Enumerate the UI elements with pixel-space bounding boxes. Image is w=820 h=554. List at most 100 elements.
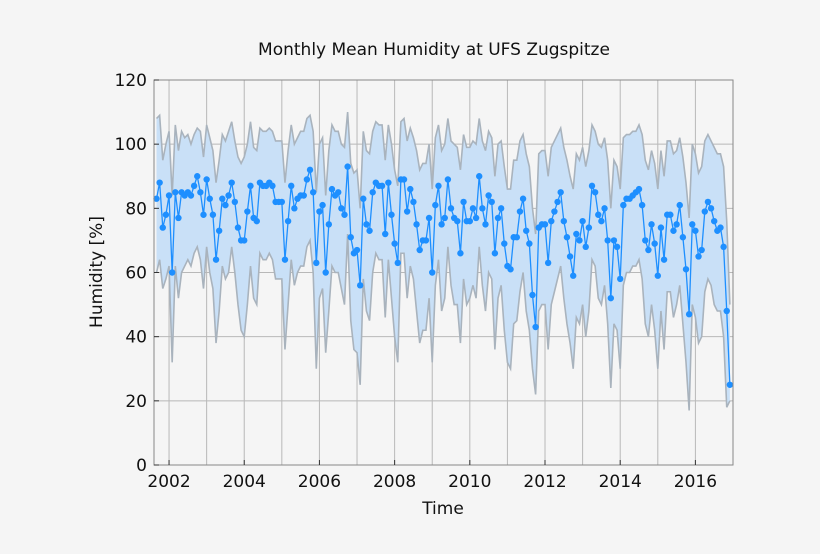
- y-tick-label: 20: [125, 392, 147, 412]
- mean-point: [532, 323, 539, 331]
- mean-point: [429, 269, 436, 276]
- mean-series: [153, 163, 734, 388]
- mean-point: [391, 240, 398, 247]
- range-band: [155, 112, 731, 411]
- mean-point: [482, 221, 489, 228]
- mean-point: [566, 253, 574, 260]
- mean-point: [645, 246, 652, 254]
- mean-point: [234, 224, 242, 231]
- x-tick-label: 2004: [223, 472, 266, 492]
- mean-point: [313, 259, 320, 267]
- mean-point: [711, 217, 718, 225]
- mean-point: [519, 195, 527, 202]
- mean-point: [613, 243, 621, 251]
- mean-point: [523, 227, 530, 234]
- lower-bound-line: [155, 233, 731, 411]
- mean-point: [544, 259, 552, 267]
- mean-point: [165, 192, 173, 199]
- mean-point: [588, 182, 596, 190]
- mean-point: [209, 211, 217, 218]
- mean-point: [291, 205, 298, 212]
- mean-point: [366, 227, 373, 234]
- mean-point: [338, 205, 345, 212]
- mean-point: [507, 266, 514, 273]
- mean-point: [585, 224, 593, 231]
- mean-point: [435, 182, 442, 190]
- mean-point: [335, 189, 342, 196]
- mean-point: [353, 246, 361, 254]
- mean-point: [363, 221, 370, 228]
- mean-point: [617, 275, 624, 283]
- mean-point: [582, 243, 589, 251]
- mean-point: [610, 237, 618, 244]
- mean-point: [591, 189, 599, 196]
- mean-point: [369, 189, 376, 196]
- mean-point: [300, 192, 307, 199]
- mean-point: [303, 176, 311, 183]
- x-tick-label: 2016: [674, 472, 717, 492]
- mean-point: [682, 266, 690, 273]
- mean-point: [673, 221, 680, 228]
- mean-point: [215, 227, 223, 234]
- mean-point: [394, 259, 401, 267]
- mean-point: [194, 173, 201, 180]
- mean-point: [206, 195, 213, 202]
- mean-point: [360, 195, 367, 202]
- mean-point: [476, 173, 483, 180]
- mean-point: [172, 189, 179, 196]
- mean-point: [187, 192, 195, 199]
- mean-point: [607, 294, 615, 302]
- mean-point: [356, 282, 364, 289]
- mean-point: [432, 201, 439, 209]
- mean-point: [325, 221, 333, 228]
- mean-point: [244, 208, 251, 215]
- mean-point: [200, 211, 207, 218]
- mean-point: [501, 240, 508, 247]
- y-tick-label: 80: [125, 199, 147, 219]
- x-tick-label: 2010: [448, 472, 491, 492]
- y-tick-label: 0: [136, 456, 147, 476]
- mean-point: [156, 179, 163, 186]
- y-tick-label: 40: [125, 328, 147, 348]
- mean-point: [723, 307, 730, 315]
- mean-point: [491, 250, 499, 257]
- mean-point: [347, 234, 354, 241]
- mean-point: [670, 227, 677, 234]
- mean-point: [457, 250, 464, 257]
- mean-point: [231, 198, 239, 206]
- mean-point: [441, 214, 448, 222]
- mean-point: [557, 189, 564, 196]
- mean-point: [288, 182, 295, 190]
- mean-point: [438, 221, 445, 228]
- mean-point: [541, 221, 549, 228]
- mean-point: [726, 381, 734, 388]
- mean-point: [497, 205, 505, 212]
- mean-point: [385, 179, 392, 186]
- x-axis-label: Time: [421, 499, 464, 519]
- band-fill: [156, 112, 730, 411]
- mean-point: [454, 217, 461, 225]
- mean-point: [573, 230, 580, 238]
- mean-point: [460, 198, 467, 206]
- mean-point: [306, 166, 314, 174]
- mean-point: [604, 237, 611, 244]
- x-tick-label: 2012: [523, 472, 566, 492]
- mean-point: [407, 185, 414, 193]
- mean-point: [222, 201, 229, 209]
- mean-point: [341, 211, 348, 218]
- mean-point: [400, 176, 408, 183]
- mean-point: [281, 256, 289, 263]
- y-axis-ticks: 0 20 40 60 80 100 120: [115, 71, 159, 476]
- mean-point: [403, 208, 411, 215]
- mean-point: [162, 211, 170, 218]
- mean-point: [422, 237, 430, 244]
- mean-point: [241, 237, 248, 244]
- mean-point: [676, 201, 683, 209]
- mean-point: [447, 205, 455, 212]
- mean-point: [168, 269, 176, 276]
- mean-point: [344, 163, 351, 170]
- mean-point: [494, 214, 502, 222]
- mean-point: [479, 205, 486, 212]
- mean-point: [278, 198, 286, 206]
